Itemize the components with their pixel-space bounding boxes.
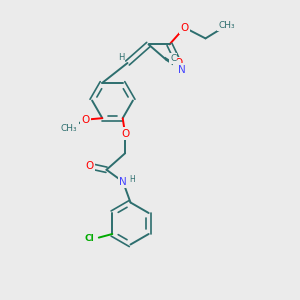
Text: Cl: Cl <box>85 234 94 243</box>
Text: H: H <box>130 175 135 184</box>
Text: O: O <box>86 161 94 171</box>
Text: O: O <box>174 58 183 68</box>
Text: CH₃: CH₃ <box>61 124 78 133</box>
Text: C: C <box>170 54 176 63</box>
Text: N: N <box>119 177 127 187</box>
Text: N: N <box>178 64 185 75</box>
Text: H: H <box>118 53 124 62</box>
Text: O: O <box>82 115 90 125</box>
Text: CH₃: CH₃ <box>218 21 235 30</box>
Text: O: O <box>121 129 129 139</box>
Text: O: O <box>180 22 189 33</box>
